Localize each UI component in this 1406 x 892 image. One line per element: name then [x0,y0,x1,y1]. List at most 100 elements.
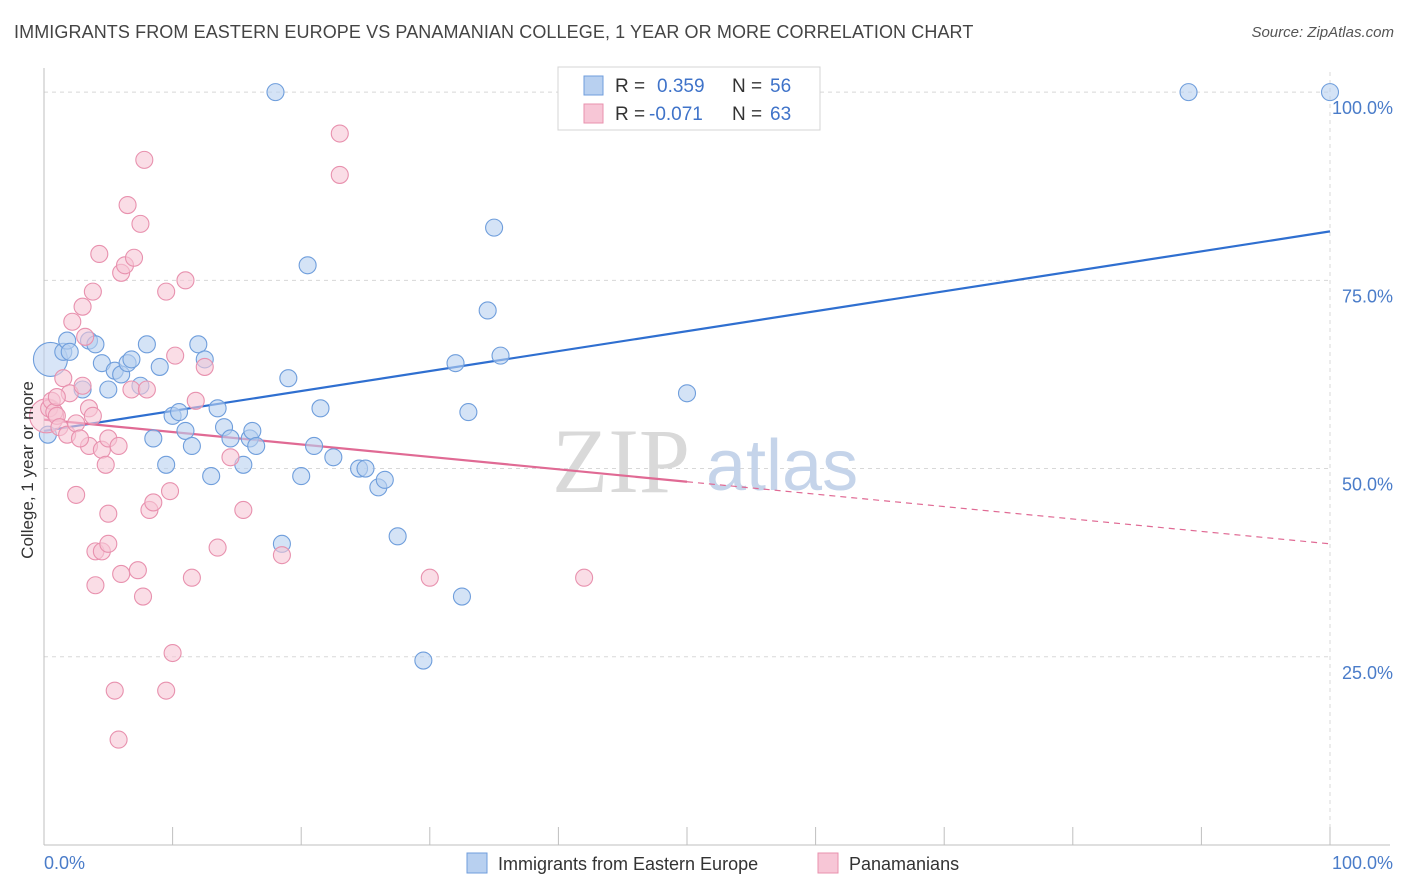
data-point-blue [446,354,465,373]
data-point-pink [54,369,73,388]
legend-r-value-pink: -0.071 [649,104,703,125]
axes [43,68,1390,846]
data-point-pink [73,376,92,395]
data-point-pink [166,346,185,365]
data-point-blue [485,218,504,237]
data-point-pink [112,564,131,584]
data-point-blue [182,436,201,456]
legend-n-label-blue: N = [732,76,762,97]
chart-source: Source: ZipAtlas.com [1251,24,1394,41]
data-point-pink [90,244,109,264]
data-point-blue [305,436,324,456]
data-point-pink [160,482,180,501]
legend-swatch-blue [583,75,604,96]
data-point-pink [99,534,118,553]
legend-r-label-pink: R = [615,104,645,125]
data-point-blue [176,421,195,440]
data-point-pink [330,124,349,143]
data-point-blue [122,350,141,369]
data-point-pink [208,538,227,557]
data-point-blue [1320,83,1340,102]
bottom-legend-swatch-blue [466,852,488,874]
data-point-blue [324,448,343,467]
x-tick-label: 0.0% [44,853,85,873]
data-point-pink [420,568,439,587]
data-point-blue [60,342,79,361]
data-point-blue [677,384,697,403]
legend-n-value-blue: 56 [770,76,791,97]
data-point-pink [67,414,86,433]
data-point-pink [221,448,240,467]
data-point-blue [478,301,497,320]
data-point-pink [99,504,118,523]
data-point-pink [83,282,102,301]
legend-r-label-blue: R = [615,76,645,97]
data-point-blue [298,256,317,275]
data-point-pink [234,500,253,520]
data-point-blue [452,587,472,606]
data-point-pink [330,165,349,184]
data-point-pink [63,312,82,331]
data-point-blue [169,403,189,422]
data-point-blue [99,380,118,399]
data-point-pink [83,406,102,425]
data-point-blue [243,421,262,440]
data-point-pink [109,730,128,749]
data-point-blue [388,527,407,546]
data-point-blue [311,399,330,418]
data-point-pink [118,195,137,215]
data-point-blue [279,369,298,388]
data-point-pink [272,546,291,565]
bottom-legend-label-blue: Immigrants from Eastern Europe [498,854,758,874]
legend-swatch-pink [583,103,604,124]
data-point-pink [137,380,156,399]
data-point-blue [459,403,478,422]
data-point-pink [163,643,182,663]
data-point-pink [157,681,176,700]
tick-labels: 25.0% 50.0% 75.0% 100.0% 0.0% 100.0% [44,98,1393,873]
legend-r-value-blue: 0.359 [657,76,705,97]
data-point-blue [1179,83,1198,102]
data-point-pink [96,455,115,474]
trend-line-blue [43,230,1331,433]
bottom-legend-swatch-pink [817,852,839,874]
chart-title: IMMIGRANTS FROM EASTERN EUROPE VS PANAMA… [14,22,974,42]
watermark: ZIP atlas [552,410,858,512]
data-point-blue [292,467,311,486]
y-axis-label: College, 1 year or more [18,381,37,559]
data-point-pink [195,357,214,376]
data-point-pink [575,568,594,587]
data-point-pink [157,282,176,301]
y-tick-label: 25.0% [1342,663,1393,683]
x-tick-label: 100.0% [1332,853,1393,873]
data-point-pink [73,297,92,316]
data-point-pink [186,391,205,410]
data-point-blue [356,459,375,478]
data-point-blue [202,467,221,486]
data-point-pink [133,587,153,606]
data-point-blue [491,346,510,365]
data-point-blue [375,470,394,489]
data-point-blue [150,357,169,376]
data-point-blue [189,335,208,354]
data-point-blue [247,436,266,456]
data-point-blue [144,429,163,448]
data-point-pink [86,576,105,595]
data-points [29,83,1340,749]
data-point-pink [182,568,201,587]
data-point-pink [135,150,154,169]
watermark-zip: ZIP [552,410,690,512]
data-point-pink [122,380,141,399]
data-point-pink [47,387,66,407]
data-point-blue [208,399,227,418]
data-point-blue [137,335,156,354]
data-point-pink [109,436,128,456]
trend-line-extension-pink [686,481,1331,545]
watermark-atlas: atlas [706,426,858,506]
data-point-blue [221,429,240,448]
data-point-blue [266,83,285,102]
data-point-pink [128,561,147,580]
data-point-pink [144,493,163,512]
y-tick-label: 50.0% [1342,475,1393,495]
